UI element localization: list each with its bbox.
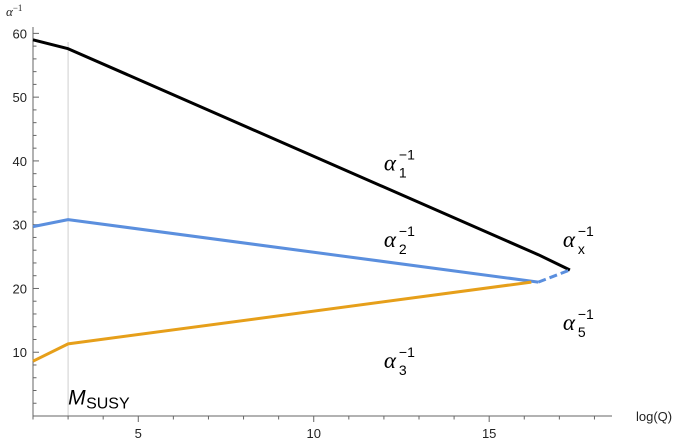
annotation-sub: 3 xyxy=(399,362,407,378)
annotations-group: α −11α −12α −13α −1xα −15M SUSY xyxy=(68,146,594,412)
y-axis-title: α−1 xyxy=(6,3,22,19)
y-tick-label: 20 xyxy=(13,281,27,296)
y-tick-label: 10 xyxy=(13,345,27,360)
annotation-sub: 2 xyxy=(399,241,407,257)
x-tick-label: 10 xyxy=(306,426,320,441)
annotation-label-1: α −1 2 xyxy=(384,223,415,257)
y-tick-label: 60 xyxy=(13,26,27,41)
annotation-label-4: α −1 5 xyxy=(563,306,594,340)
annotation-symbol: α xyxy=(384,227,397,252)
y-tick-label: 50 xyxy=(13,90,27,105)
annotation-sub: 1 xyxy=(399,164,407,180)
msusy-main: M xyxy=(68,387,86,410)
annotation-sup: −1 xyxy=(399,223,415,239)
annotation-symbol: α xyxy=(384,150,397,175)
annotation-label-3: α −1 x xyxy=(563,223,594,257)
msusy-sub: SUSY xyxy=(86,396,130,413)
series-line-2 xyxy=(537,268,571,284)
annotation-symbol: α xyxy=(563,227,576,252)
y-axis-title-sup: −1 xyxy=(13,3,23,13)
msusy-label: M SUSY xyxy=(68,387,130,413)
x-tick-label: 5 xyxy=(135,426,142,441)
annotation-sup: −1 xyxy=(399,146,415,162)
annotation-label-0: α −1 1 xyxy=(384,146,415,180)
annotation-sup: −1 xyxy=(578,223,594,239)
x-axis-title: log(Q) xyxy=(636,409,672,424)
series-group xyxy=(32,38,571,363)
series-line-3 xyxy=(32,280,532,363)
annotation-label-2: α −1 3 xyxy=(384,344,415,378)
annotation-sup: −1 xyxy=(578,306,594,322)
y-tick-label: 30 xyxy=(13,218,27,233)
annotation-sup: −1 xyxy=(399,344,415,360)
x-tick-label: 15 xyxy=(482,426,496,441)
series-line-1 xyxy=(32,218,539,284)
series-line-0 xyxy=(32,38,571,272)
annotation-symbol: α xyxy=(563,310,576,335)
y-tick-label: 40 xyxy=(13,154,27,169)
annotation-sub: x xyxy=(578,241,585,257)
annotation-symbol: α xyxy=(384,348,397,373)
annotation-sub: 5 xyxy=(578,324,586,340)
